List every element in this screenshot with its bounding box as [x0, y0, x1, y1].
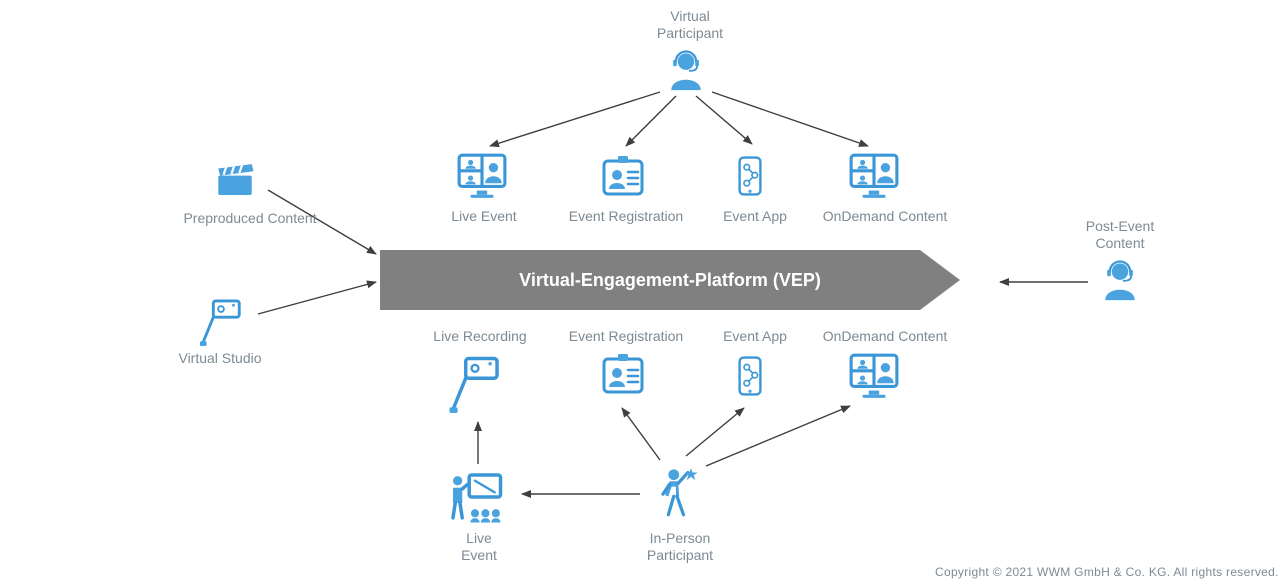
liveEventTop-label: Live Event: [434, 208, 534, 225]
inPersonParticipant-icon: [650, 460, 704, 524]
liveEventBottom-label: Live Event: [444, 530, 514, 564]
onDemandBottom-icon: [842, 350, 906, 402]
virtualStudio-label: Virtual Studio: [160, 350, 280, 367]
eventRegTop-label: Event Registration: [556, 208, 696, 225]
liveRecording-icon: [446, 350, 504, 418]
eventAppTop-label: Event App: [710, 208, 800, 225]
virtualParticipant-label: Virtual Participant: [640, 8, 740, 42]
eventRegTop-icon: [596, 152, 650, 202]
onDemandTop-label: OnDemand Content: [810, 208, 960, 225]
vep-center-bar-label: Virtual-Engagement-Platform (VEP): [519, 270, 821, 291]
inPersonParticipant-label: In-Person Participant: [630, 530, 730, 564]
postEventContent-icon: [1094, 256, 1146, 302]
onDemandBottom-label: OnDemand Content: [810, 328, 960, 345]
eventAppBottom-icon: [730, 348, 770, 404]
preproducedContent-label: Preproduced Content: [170, 210, 330, 227]
liveRecording-label: Live Recording: [420, 328, 540, 345]
postEventContent-label: Post-Event Content: [1070, 218, 1170, 252]
virtualParticipant-icon: [660, 46, 712, 92]
eventRegBottom-label: Event Registration: [556, 328, 696, 345]
liveEventTop-icon: [450, 150, 514, 202]
preproducedContent-icon: [210, 158, 260, 202]
liveEventBottom-icon: [440, 468, 510, 526]
onDemandTop-icon: [842, 150, 906, 202]
vep-center-bar: Virtual-Engagement-Platform (VEP): [380, 250, 960, 310]
eventAppTop-icon: [730, 148, 770, 204]
eventAppBottom-label: Event App: [710, 328, 800, 345]
eventRegBottom-icon: [596, 350, 650, 400]
virtualStudio-icon: [196, 298, 246, 346]
copyright-text: Copyright © 2021 WWM GmbH & Co. KG. All …: [935, 565, 1279, 579]
